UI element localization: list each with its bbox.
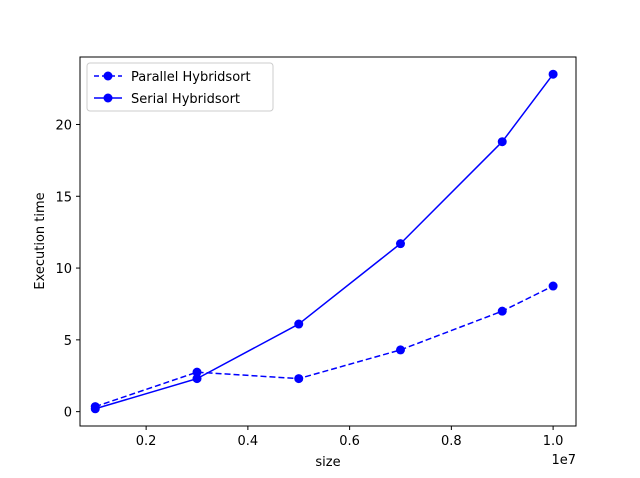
data-point-serial-hybridsort: [395, 239, 405, 249]
x-tick-label: 0.8: [441, 434, 462, 449]
data-point-parallel-hybridsort: [548, 281, 558, 291]
data-point-parallel-hybridsort: [294, 374, 304, 384]
x-axis: 0.2 0.4 0.6 0.8 1.0: [136, 426, 564, 449]
data-point-parallel-hybridsort: [395, 345, 405, 355]
x-tick-label: 1.0: [543, 434, 564, 449]
series-line-parallel-hybridsort: [95, 285, 554, 408]
data-point-serial-hybridsort: [497, 137, 507, 147]
y-axis-label: Execution time: [33, 192, 48, 289]
x-tick-label: 0.2: [136, 434, 157, 449]
series-layer: [90, 69, 558, 414]
y-tick-label: 5: [64, 334, 72, 349]
series-line-serial-hybridsort: [95, 73, 554, 410]
y-tick-label: 20: [55, 118, 72, 133]
legend-label-parallel: Parallel Hybridsort: [131, 70, 251, 85]
legend-label-serial: Serial Hybridsort: [131, 92, 240, 107]
legend-box: [86, 62, 274, 112]
legend-marker-serial: [103, 93, 113, 103]
x-axis-label: size: [315, 455, 340, 470]
y-axis: 0 5 10 15 20: [55, 118, 80, 421]
data-point-parallel-hybridsort: [497, 306, 507, 316]
plot-area: [79, 56, 577, 427]
y-tick-label: 10: [55, 262, 72, 277]
data-point-serial-hybridsort: [192, 374, 202, 384]
x-tick-label: 0.6: [339, 434, 360, 449]
y-tick-label: 0: [64, 406, 72, 421]
data-point-serial-hybridsort: [294, 319, 304, 329]
x-tick-label: 0.4: [238, 434, 259, 449]
legend-marker-parallel: [103, 71, 113, 81]
x-axis-offset-label: 1e7: [551, 453, 576, 468]
data-point-parallel-hybridsort: [192, 367, 202, 377]
y-tick-label: 15: [55, 190, 72, 205]
data-point-serial-hybridsort: [548, 69, 558, 79]
data-point-serial-hybridsort: [90, 404, 100, 414]
legend: Parallel Hybridsort Serial Hybridsort: [86, 62, 274, 112]
